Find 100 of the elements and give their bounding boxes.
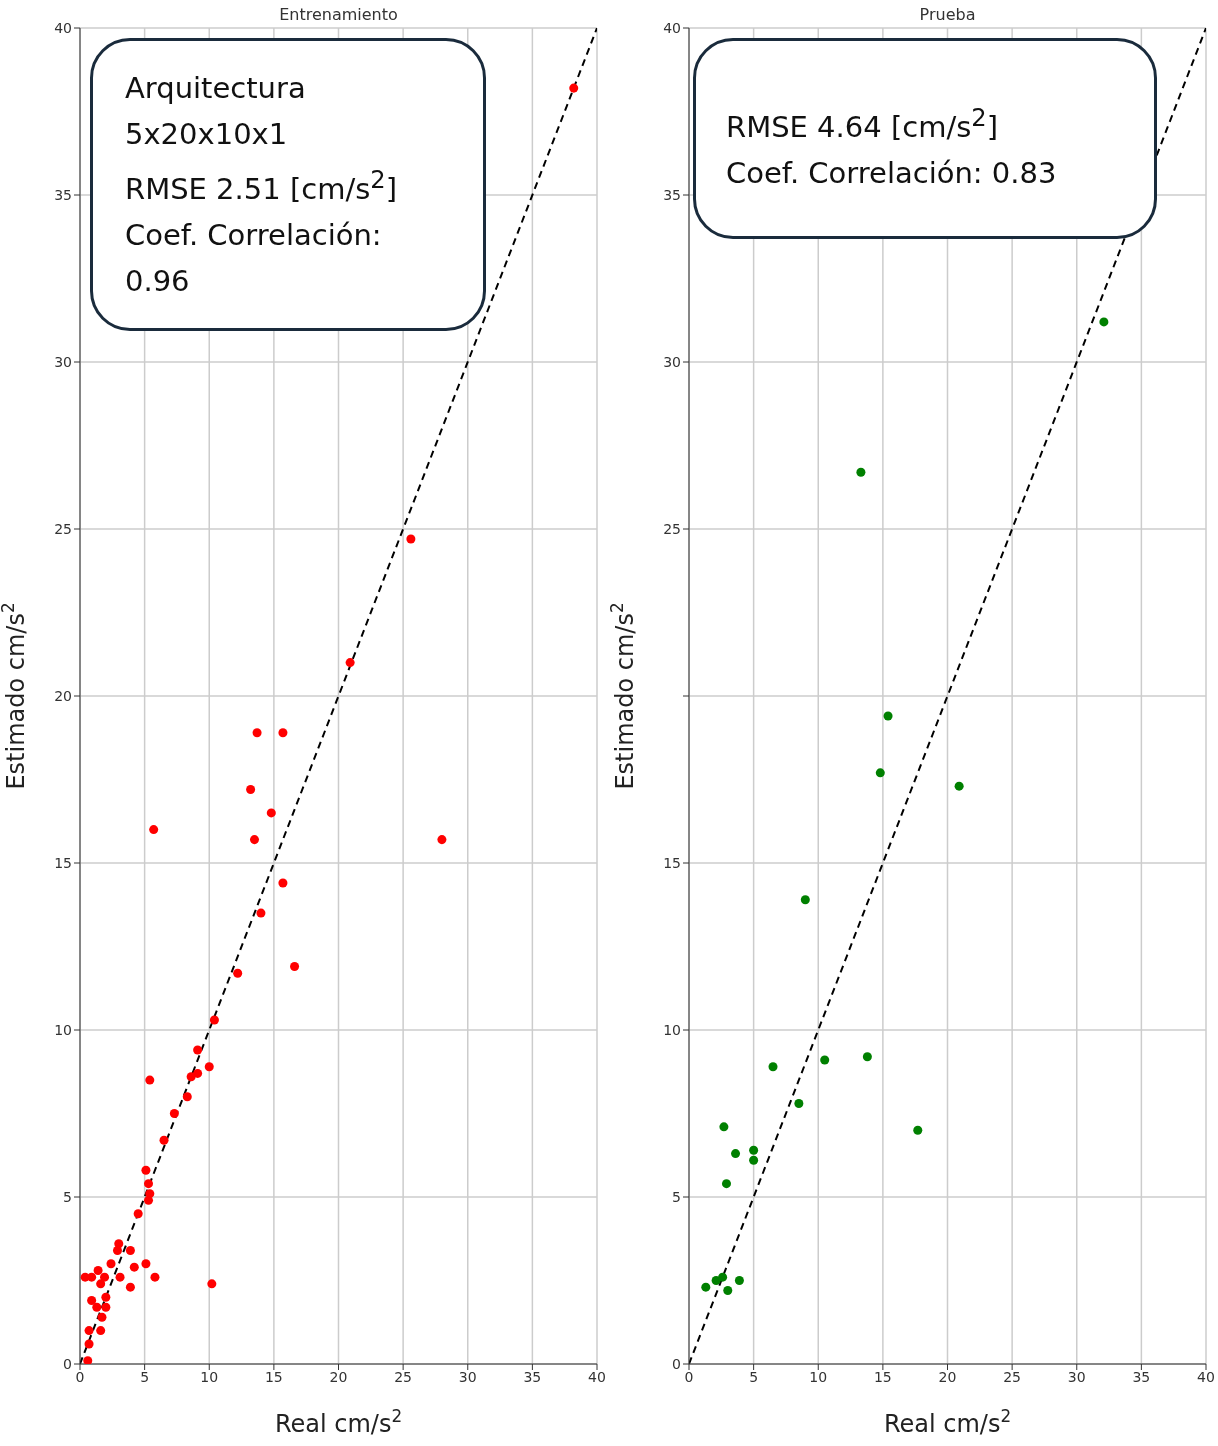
point — [92, 1302, 102, 1312]
point — [112, 1245, 122, 1255]
y-tick-label: 0 — [63, 1355, 72, 1372]
point — [97, 1312, 107, 1322]
point — [875, 768, 885, 778]
point — [143, 1195, 154, 1205]
annotation: Coef. Correlación: 0.83 — [726, 154, 1058, 192]
chart-title: Prueba — [919, 5, 976, 24]
point — [723, 1286, 733, 1296]
point — [209, 1015, 219, 1025]
point — [182, 1092, 192, 1102]
x-tick-label: 15 — [873, 1368, 892, 1385]
point — [149, 825, 159, 835]
point — [96, 1279, 106, 1289]
point — [749, 1145, 759, 1155]
point — [125, 1282, 135, 1292]
annotation: Coef. Correlación: — [125, 216, 383, 254]
y-tick-label: 30 — [54, 353, 72, 370]
y-tick-label: 5 — [672, 1188, 681, 1205]
point — [721, 1179, 731, 1189]
point — [569, 83, 579, 93]
point — [125, 1245, 135, 1255]
point — [406, 534, 416, 544]
x-tick-label: 15 — [264, 1368, 283, 1385]
y-tick-label: 40 — [54, 19, 72, 36]
point — [101, 1292, 111, 1302]
x-tick-label: 25 — [394, 1368, 413, 1385]
y-tick-label: 35 — [54, 186, 72, 203]
point — [141, 1259, 151, 1269]
point — [820, 1055, 830, 1065]
y-tick-label: 35 — [663, 186, 681, 203]
point — [256, 908, 266, 918]
x-tick-label: 0 — [684, 1368, 694, 1385]
point — [169, 1108, 179, 1119]
annotation: RMSE 4.64 [cm/s$^{2}$] — [726, 103, 999, 146]
point — [249, 835, 259, 845]
chart-title: Entrenamiento — [279, 5, 398, 24]
point — [145, 1075, 155, 1085]
point — [856, 467, 866, 477]
point — [794, 1098, 804, 1108]
point — [83, 1356, 93, 1364]
point — [100, 1272, 110, 1282]
point — [883, 711, 893, 721]
point — [129, 1262, 139, 1272]
point — [84, 1326, 94, 1336]
point — [87, 1272, 97, 1282]
y-tick-label: 15 — [663, 854, 681, 871]
point — [278, 728, 288, 738]
point — [252, 728, 262, 738]
y-tick-label: 20 — [54, 687, 72, 704]
point — [1099, 317, 1109, 327]
x-tick-label: 35 — [523, 1368, 542, 1385]
text-box: RMSE 4.64 [cm/s$^{2}$] Coef. Correlación: 0.83 — [693, 38, 1157, 239]
point — [954, 781, 964, 791]
x-tick-label: 30 — [1067, 1368, 1086, 1385]
point — [141, 1165, 151, 1175]
point — [159, 1135, 169, 1145]
point — [290, 962, 300, 972]
x-tick-label: 40 — [1197, 1368, 1215, 1385]
x-tick-label: 35 — [1132, 1368, 1151, 1385]
x-tick-label: 20 — [938, 1368, 957, 1385]
y-tick-label: 0 — [672, 1355, 681, 1372]
point — [207, 1279, 217, 1289]
x-tick-label: 30 — [458, 1368, 477, 1385]
point — [437, 835, 447, 845]
point — [749, 1155, 759, 1165]
point — [734, 1275, 744, 1286]
point — [115, 1272, 125, 1282]
annotation: Arquitectura — [125, 70, 307, 107]
point — [87, 1296, 97, 1306]
x-tick-label: 25 — [1003, 1368, 1022, 1385]
point — [719, 1122, 729, 1132]
point — [731, 1149, 741, 1159]
y-tick-label: 10 — [663, 1021, 681, 1038]
annotation: RMSE 2.51 [cm/s$^{2}$] — [125, 165, 398, 208]
x-tick-label: 5 — [749, 1368, 759, 1385]
point — [246, 785, 256, 795]
x-tick-label: 20 — [329, 1368, 348, 1385]
point — [133, 1209, 143, 1219]
point — [96, 1326, 106, 1336]
point — [93, 1265, 103, 1275]
point — [193, 1045, 203, 1055]
annotation: 0.96 — [125, 262, 191, 300]
point — [186, 1072, 196, 1082]
x-axis-title: Real cm/s$^{2}$ — [274, 1406, 403, 1438]
point — [266, 808, 276, 818]
point — [800, 895, 810, 905]
point — [106, 1259, 116, 1269]
x-tick-label: 5 — [140, 1368, 150, 1385]
point — [278, 878, 288, 888]
y-tick-label: 40 — [663, 19, 681, 36]
x-tick-label: 40 — [588, 1368, 606, 1385]
point — [233, 968, 243, 978]
x-tick-label: 10 — [809, 1368, 828, 1385]
point — [913, 1125, 923, 1135]
x-tick-label: 10 — [200, 1368, 219, 1385]
point — [204, 1062, 214, 1072]
point — [150, 1272, 160, 1282]
y-tick-label: 30 — [663, 353, 681, 370]
point — [701, 1282, 711, 1292]
